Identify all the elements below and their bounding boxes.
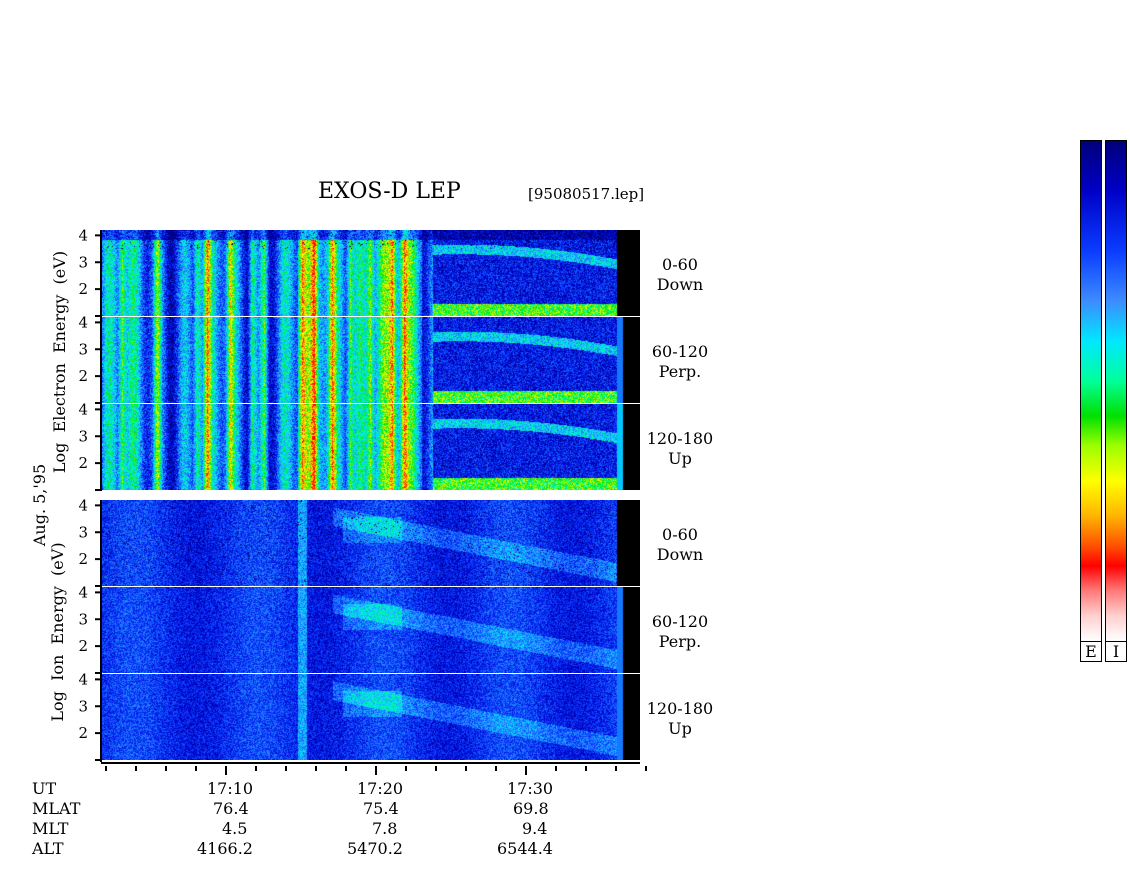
spectrogram-ion-perp xyxy=(102,587,640,673)
spectrogram-ion-down xyxy=(102,500,640,586)
footer-ut-2: 17:20 xyxy=(357,779,404,798)
spectrogram-electron-perp xyxy=(102,317,640,403)
y-tick-label: 3 xyxy=(78,253,88,271)
panel-angle-label: 0-60 xyxy=(662,525,698,544)
footer-alt-2: 5470.2 xyxy=(347,839,403,858)
colorbar-ion xyxy=(1105,140,1127,642)
y-tick-label: 4 xyxy=(78,400,88,418)
footer-ut-3: 17:30 xyxy=(507,779,554,798)
y-tick-label: 3 xyxy=(78,697,88,715)
plot-title: EXOS-D LEP xyxy=(318,179,461,204)
spectrogram-ion-up xyxy=(102,674,640,760)
y-tick-label: 3 xyxy=(78,523,88,541)
panel-direction-label: Down xyxy=(656,545,704,564)
spectrogram-electron-up xyxy=(102,404,640,490)
panel-angle-label: 0-60 xyxy=(662,255,698,274)
y-tick-label: 4 xyxy=(78,313,88,331)
footer-label-mlat: MLAT xyxy=(32,799,81,818)
footer-label-alt: ALT xyxy=(32,839,64,858)
panel-angle-label: 60-120 xyxy=(651,342,709,361)
y-tick-label: 4 xyxy=(78,226,88,244)
footer-label-mlt: MLT xyxy=(32,819,69,838)
y-tick-label: 2 xyxy=(78,367,88,385)
spectrogram-electron-down xyxy=(102,230,640,316)
colorbar-label-i: I xyxy=(1105,641,1127,662)
y-tick-label: 2 xyxy=(78,550,88,568)
y-tick-label: 2 xyxy=(78,454,88,472)
panel-angle-label: 120-180 xyxy=(646,429,714,448)
footer-label-ut: UT xyxy=(32,779,57,798)
y-tick-label: 3 xyxy=(78,427,88,445)
footer-mlat-1: 76.4 xyxy=(213,799,249,818)
footer-alt-1: 4166.2 xyxy=(197,839,253,858)
panel-direction-label: Down xyxy=(656,275,704,294)
y-tick-label: 2 xyxy=(78,280,88,298)
panel-direction-label: Perp. xyxy=(658,362,702,381)
file-name: [95080517.lep] xyxy=(528,185,645,203)
footer-alt-3: 6544.4 xyxy=(497,839,553,858)
colorbar-electron xyxy=(1080,140,1102,642)
footer-ut-1: 17:10 xyxy=(207,779,254,798)
footer-mlt-2: 7.8 xyxy=(372,819,398,838)
panel-direction-label: Perp. xyxy=(658,632,702,651)
colorbar-label-e: E xyxy=(1080,641,1102,662)
y-tick-label: 2 xyxy=(78,724,88,742)
panel-angle-label: 120-180 xyxy=(646,699,714,718)
y-tick-label: 2 xyxy=(78,637,88,655)
panel-angle-label: 60-120 xyxy=(651,612,709,631)
y-tick-label: 3 xyxy=(78,610,88,628)
footer-mlat-2: 75.4 xyxy=(363,799,399,818)
y-tick-label: 4 xyxy=(78,583,88,601)
footer-mlat-3: 69.8 xyxy=(513,799,549,818)
footer-mlt-3: 9.4 xyxy=(522,819,548,838)
y-tick-label: 3 xyxy=(78,340,88,358)
panel-direction-label: Up xyxy=(668,449,692,468)
footer-mlt-1: 4.5 xyxy=(222,819,248,838)
y-tick-label: 4 xyxy=(78,496,88,514)
panel-direction-label: Up xyxy=(668,719,692,738)
y-tick-label: 4 xyxy=(78,670,88,688)
